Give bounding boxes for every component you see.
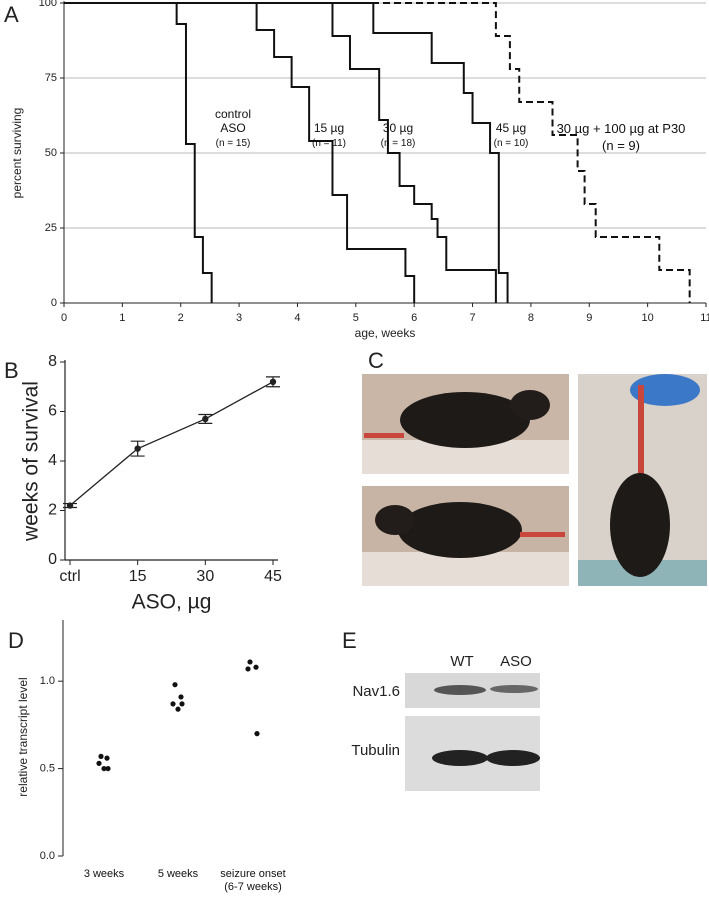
x-tick-label: 1 xyxy=(119,312,125,324)
y-tick-label: 0 xyxy=(48,551,57,568)
y-tick-label: 0.0 xyxy=(40,850,55,862)
band xyxy=(490,685,538,693)
y-tick-label: 50 xyxy=(45,147,57,159)
band xyxy=(434,685,486,695)
band-label: Nav1.6 xyxy=(352,683,400,700)
panel-label: E xyxy=(342,628,357,653)
point xyxy=(175,706,181,712)
point xyxy=(170,701,176,707)
lane-label: WT xyxy=(450,653,473,670)
x-tick-label: 45 xyxy=(264,568,282,585)
x-tick-label: 3 weeks xyxy=(83,868,125,880)
survival-curve xyxy=(64,2,509,303)
panel-label: B xyxy=(4,358,19,383)
point xyxy=(104,755,110,761)
series-n: (n = 10) xyxy=(493,138,529,149)
y-tick-label: 0 xyxy=(51,297,57,309)
x-axis-label: ASO, µg xyxy=(132,591,212,614)
y-tick-label: 6 xyxy=(48,403,57,420)
survival-curve xyxy=(64,2,497,303)
point xyxy=(172,682,178,688)
x-tick-label: 6 xyxy=(411,312,417,324)
panel-label: A xyxy=(4,2,19,27)
x-tick-label: 2 xyxy=(178,312,184,324)
survival-curve xyxy=(64,2,213,303)
x-tick-label: 5 weeks xyxy=(157,868,199,880)
point xyxy=(66,502,74,509)
series-label: control ASO xyxy=(214,107,252,135)
point xyxy=(134,445,141,452)
series-n: (n = 15) xyxy=(215,138,251,149)
point xyxy=(178,694,184,700)
survival-curve xyxy=(64,2,691,303)
mouse-head xyxy=(510,390,550,420)
glove xyxy=(630,374,700,406)
point xyxy=(101,765,107,772)
y-tick-label: 75 xyxy=(45,72,57,84)
mouse-head xyxy=(375,505,415,535)
x-tick-label: 9 xyxy=(586,312,592,324)
y-tick-label: 1.0 xyxy=(40,675,55,687)
y-tick-label: 4 xyxy=(48,452,57,469)
series-label: 30 µg xyxy=(382,121,414,135)
mouse-tail xyxy=(364,433,404,438)
x-tick-label: ctrl xyxy=(59,568,80,585)
x-tick-label: 10 xyxy=(642,312,654,324)
series-n: (n = 9) xyxy=(602,138,640,153)
point xyxy=(98,753,104,759)
x-tick-label: 4 xyxy=(294,312,300,324)
mouse-tail xyxy=(520,532,565,537)
point xyxy=(245,666,251,672)
lane-label: ASO xyxy=(500,653,532,670)
y-tick-label: 25 xyxy=(45,222,57,234)
y-tick-label: 100 xyxy=(39,0,57,9)
x-tick-label: 8 xyxy=(528,312,534,324)
y-tick-label: 2 xyxy=(48,502,57,519)
x-tick-label: 0 xyxy=(61,312,67,324)
point xyxy=(253,664,259,670)
series-n: (n = 18) xyxy=(380,138,416,149)
x-tick-label: 15 xyxy=(129,568,147,585)
panel-label: D xyxy=(8,628,24,653)
series-label: 30 µg + 100 µg at P30 xyxy=(556,121,686,136)
series-label: 15 µg xyxy=(313,121,345,135)
point xyxy=(247,659,253,665)
panel-label: C xyxy=(368,348,384,373)
x-tick-label: 7 xyxy=(469,312,475,324)
mouse-tail xyxy=(638,385,644,475)
point xyxy=(269,378,277,385)
photo-group xyxy=(362,374,707,586)
series-label: 45 µg xyxy=(495,121,527,135)
point xyxy=(202,415,209,423)
x-tick-label: seizure onset (6-7 weeks) xyxy=(220,868,286,893)
band xyxy=(432,750,488,766)
x-tick-label: 5 xyxy=(353,312,359,324)
mouse xyxy=(398,502,522,558)
x-axis-label: age, weeks xyxy=(355,326,416,340)
y-axis-label: weeks of survival xyxy=(20,381,43,542)
y-axis-label: percent surviving xyxy=(10,108,24,199)
line xyxy=(69,381,274,507)
y-tick-label: 0.5 xyxy=(40,762,55,774)
point xyxy=(105,765,111,772)
x-tick-label: 11 xyxy=(700,312,709,324)
blot-group xyxy=(405,673,540,791)
point xyxy=(254,731,260,737)
series-n: (n = 11) xyxy=(312,138,346,149)
mouse xyxy=(400,392,530,448)
point xyxy=(96,760,102,766)
band xyxy=(486,750,540,766)
x-tick-label: 30 xyxy=(196,568,214,585)
mouse xyxy=(610,473,670,577)
band-label: Tubulin xyxy=(351,742,400,759)
point xyxy=(179,701,185,707)
y-axis-label: relative transcript level xyxy=(16,677,30,796)
survival-curve xyxy=(64,2,416,303)
x-tick-label: 3 xyxy=(236,312,242,324)
y-tick-label: 8 xyxy=(48,353,57,370)
